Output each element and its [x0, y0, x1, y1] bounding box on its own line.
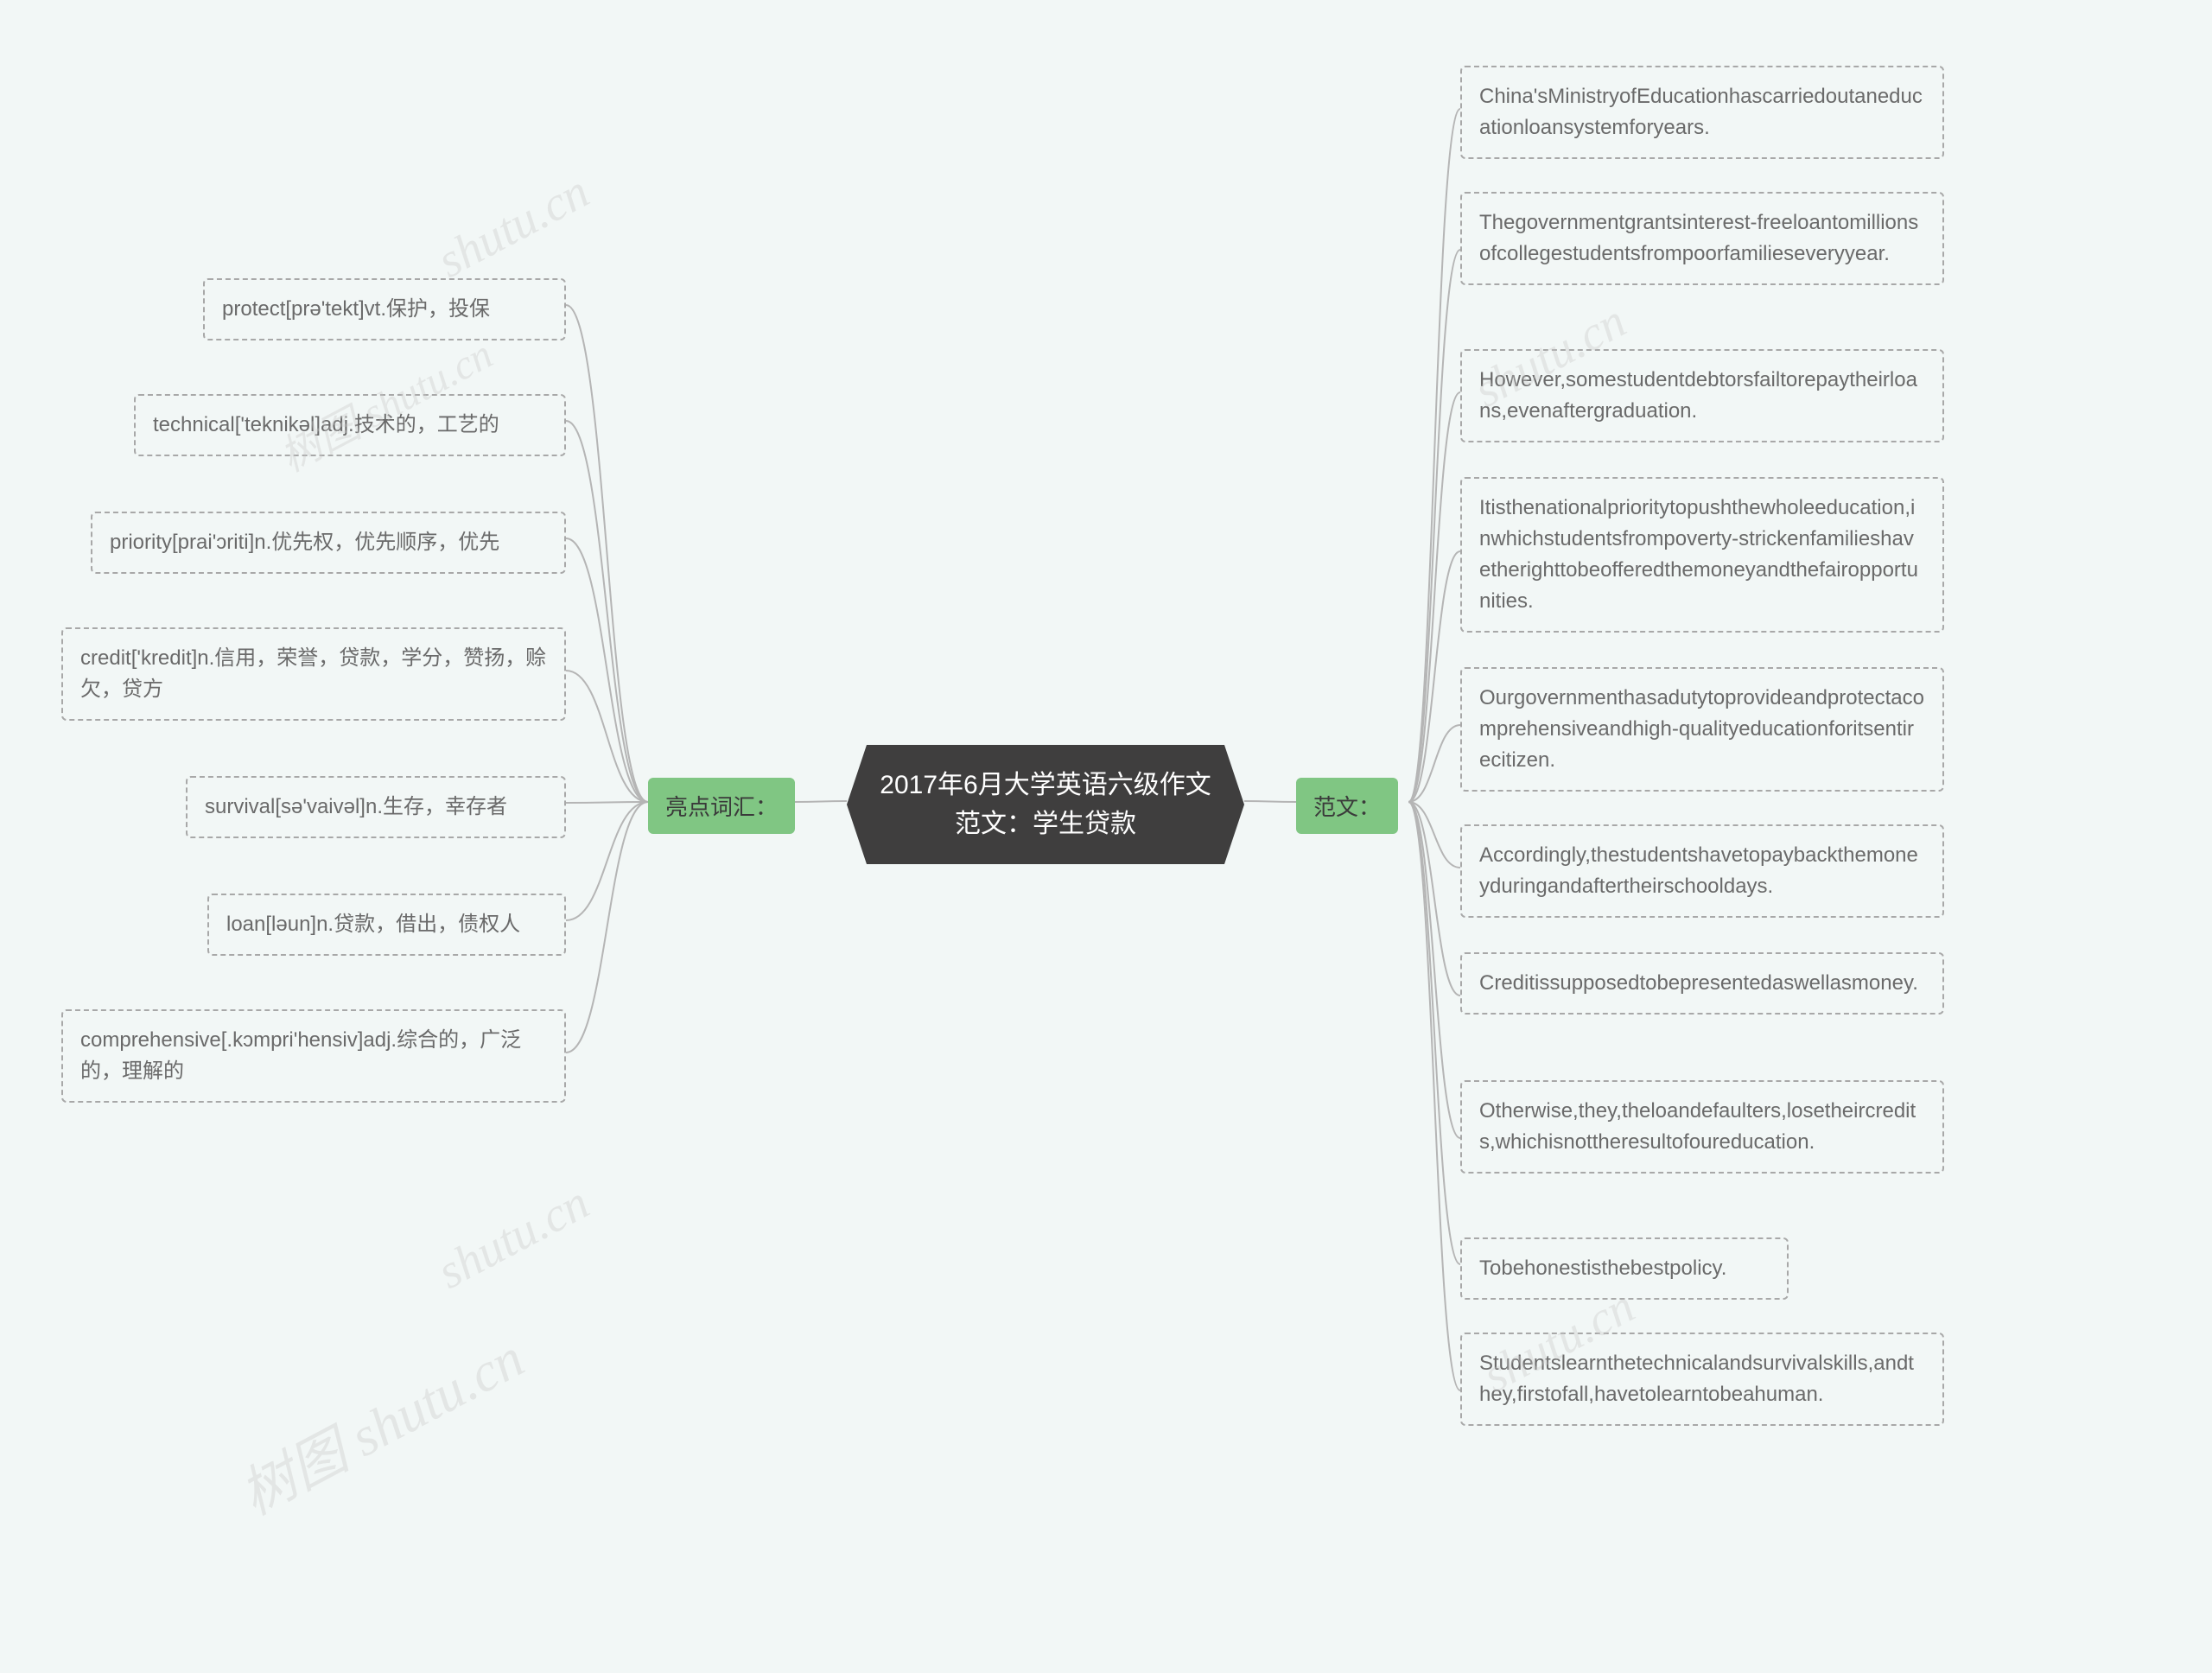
leaf-essay-9: Studentslearnthetechnicalandsurvivalskil… [1460, 1333, 1944, 1426]
branch-vocab: 亮点词汇： [648, 778, 795, 834]
leaf-vocab-4: survival[sә'vaivәl]n.生存，幸存者 [186, 776, 566, 838]
leaf-essay-6: Creditissupposedtobepresentedaswellasmon… [1460, 952, 1944, 1015]
mindmap-diagram: 2017年6月大学英语六级作文范文：学生贷款亮点词汇： protect[prә't… [0, 0, 2212, 1673]
watermark-4: 树图 shutu.cn [224, 1314, 535, 1530]
watermark-0: shutu.cn [429, 164, 598, 289]
leaf-vocab-6: comprehensive[.kɔmpri'hensiv]adj.综合的，广泛的… [61, 1009, 566, 1103]
leaf-vocab-2: priority[prai'ɔriti]n.优先权，优先顺序，优先 [91, 512, 566, 574]
leaf-essay-8: Tobehonestisthebestpolicy. [1460, 1237, 1789, 1300]
leaf-essay-0: China'sMinistryofEducationhascarriedouta… [1460, 66, 1944, 159]
leaf-essay-3: Itisthenationalprioritytopushthewholeedu… [1460, 477, 1944, 633]
leaf-essay-1: Thegovernmentgrantsinterest-freeloantomi… [1460, 192, 1944, 285]
leaf-vocab-1: technical['teknikәl]adj.技术的，工艺的 [134, 394, 566, 456]
branch-essay: 范文： [1296, 778, 1398, 834]
leaf-vocab-5: loan[lәun]n.贷款，借出，债权人 [207, 894, 566, 956]
leaf-essay-2: However,somestudentdebtorsfailtorepaythe… [1460, 349, 1944, 442]
watermark-3: shutu.cn [429, 1175, 598, 1301]
leaf-vocab-3: credit['kredit]n.信用，荣誉，贷款，学分，赞扬，赊欠，贷方 [61, 627, 566, 721]
leaf-essay-5: Accordingly,thestudentshavetopaybackthem… [1460, 824, 1944, 918]
leaf-essay-4: Ourgovernmenthasadutytoprovideandprotect… [1460, 667, 1944, 792]
leaf-vocab-0: protect[prә'tekt]vt.保护，投保 [203, 278, 566, 340]
center-node: 2017年6月大学英语六级作文范文：学生贷款 [847, 745, 1244, 864]
leaf-essay-7: Otherwise,they,theloandefaulters,losethe… [1460, 1080, 1944, 1174]
